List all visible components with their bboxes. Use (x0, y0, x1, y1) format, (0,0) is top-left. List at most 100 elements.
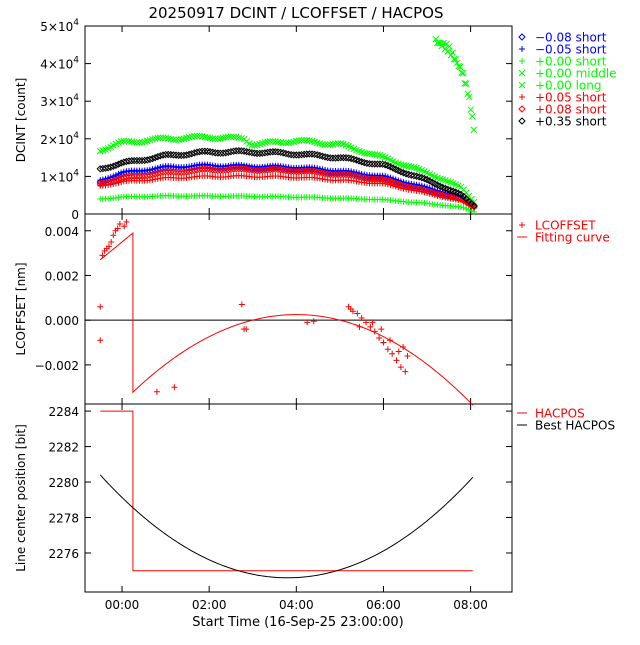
dcint-point (321, 141, 329, 148)
y-tick-label: 2282 (48, 441, 79, 455)
dcint-point (164, 150, 172, 159)
dcint-point (313, 168, 321, 176)
dcint-point (248, 148, 256, 157)
dcint-point (203, 165, 212, 173)
dcint-point (240, 147, 248, 155)
lcoffset-point (376, 335, 383, 342)
dcint-point (251, 142, 258, 149)
dcint-point (266, 138, 274, 145)
dcint-point (449, 49, 456, 56)
dcint-point (198, 133, 206, 140)
dcint-point (373, 160, 382, 168)
dcint-point (276, 148, 285, 157)
lcoffset-ylabel: LCOFFSET [nm] (14, 262, 28, 355)
dcint-point (245, 166, 253, 174)
dcint-point (284, 150, 293, 158)
dcint-point (135, 172, 144, 180)
dcint-point (282, 149, 290, 158)
dcint-point (339, 153, 348, 162)
dcint-point (201, 133, 209, 141)
y-tick-label: 4×104 (40, 56, 79, 72)
dcint-point (159, 134, 167, 142)
dcint-point (279, 139, 287, 147)
dcint-point (444, 48, 452, 55)
dcint-point (348, 168, 355, 175)
lcoffset-point (347, 306, 354, 312)
lcoffset-point (384, 346, 391, 353)
dcint-point (329, 170, 337, 179)
dcint-point (170, 136, 177, 143)
y-tick-label: −0.002 (35, 359, 79, 373)
dcint-point (232, 147, 240, 155)
dcint-point (368, 175, 376, 183)
dcint-point (321, 153, 329, 161)
dcint-point (446, 193, 455, 201)
dcint-point (253, 166, 261, 175)
dcint-point (297, 167, 306, 176)
dcint-point (314, 165, 321, 172)
hacpos-line (100, 410, 473, 572)
lcoffset-point (404, 352, 411, 359)
dcint-point (371, 175, 379, 184)
dcint-point (373, 175, 382, 184)
dcint-point (285, 139, 292, 147)
best-hacpos-curve (99, 474, 474, 579)
dcint-point (209, 135, 217, 142)
dcint-point (342, 170, 350, 179)
dcint-point (229, 165, 238, 173)
dcint-point (191, 132, 198, 140)
dcint-point (397, 161, 405, 168)
dcint-point (175, 136, 183, 144)
dcint-point (412, 172, 421, 180)
legend-label: +0.35 short (535, 115, 607, 129)
dcint-point (337, 140, 345, 147)
dcint-point (151, 135, 159, 142)
dcint-point (415, 185, 423, 193)
dcint-point (159, 168, 167, 176)
dcint-point (322, 166, 329, 173)
dcint-point (470, 202, 478, 210)
dcint-point (217, 134, 224, 142)
dcint-point (412, 184, 421, 193)
y-tick-label: 1×104 (40, 168, 79, 184)
dcint-point (376, 160, 384, 168)
dcint-point (177, 151, 186, 160)
lcoffset-point (114, 225, 121, 232)
dcint-point (135, 156, 144, 165)
dcint-point (449, 193, 457, 202)
lcoffset-point (395, 348, 402, 355)
dcint-point (214, 166, 222, 175)
dcint-point (211, 149, 219, 157)
y-tick-label: 2×104 (40, 131, 79, 147)
lcoffset-point (354, 310, 361, 317)
dcint-ylabel: DCINT [count] (14, 78, 28, 163)
dcint-plot-layer (96, 35, 478, 215)
dcint-point (172, 168, 180, 176)
dcint-point (248, 141, 256, 149)
dcint-point (326, 154, 335, 162)
dcint-point (245, 148, 253, 156)
dcint-point (269, 165, 277, 174)
dcint-point (305, 150, 314, 158)
legend-label: +0.00 short (535, 55, 607, 69)
lcoffset-point (108, 238, 115, 245)
dcint-point (154, 153, 162, 161)
dcint-point (214, 149, 222, 157)
dcint-point (287, 139, 295, 146)
legend-label: +0.00 middle (535, 67, 617, 81)
dcint-point (418, 182, 425, 189)
dcint-point (350, 172, 358, 180)
dcint-point (185, 133, 193, 141)
dcint-point (289, 151, 298, 159)
dcint-point (356, 170, 363, 177)
dcint-point (402, 182, 410, 191)
dcint-point (303, 167, 311, 175)
dcint-point (441, 45, 449, 53)
dcint-point (162, 134, 169, 142)
dcint-point (237, 165, 246, 173)
dcint-point (407, 163, 415, 171)
lcoffset-point (97, 303, 104, 310)
lcoffset-point (393, 357, 400, 364)
x-tick-label: 06:00 (366, 598, 401, 612)
dcint-point (462, 80, 470, 87)
